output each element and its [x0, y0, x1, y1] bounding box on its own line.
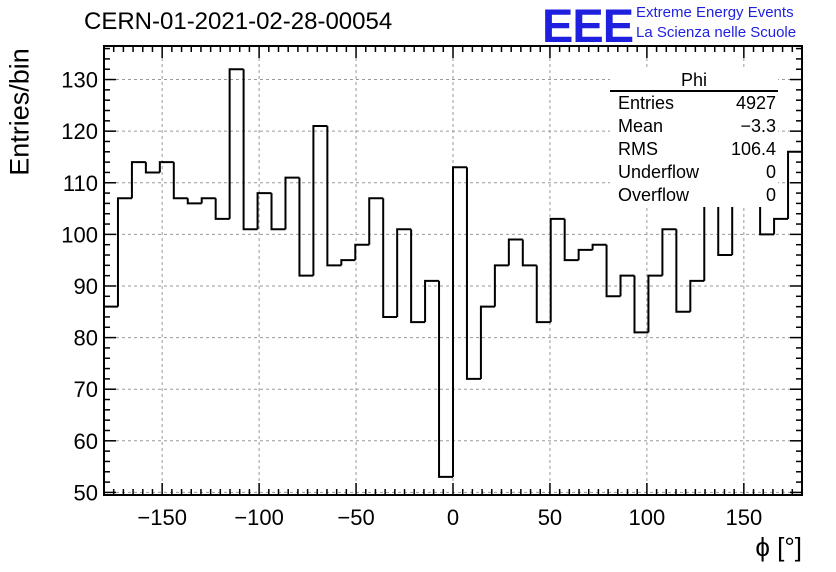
run-title: CERN-01-2021-02-28-00054 [84, 8, 393, 35]
histogram-bin [591, 243, 607, 250]
tick-labels: −150 −100 −50 0 50 100 150 50 60 70 80 90 100 110 120 1… [61, 68, 762, 530]
histogram-bin [675, 229, 691, 313]
histogram-bin [242, 69, 258, 231]
histogram-bin [759, 198, 775, 236]
x-tick-label: −100 [234, 505, 284, 530]
histogram-bin [200, 197, 216, 204]
histogram-bin [479, 305, 495, 379]
histogram-bin [256, 192, 272, 230]
histogram-bin [186, 198, 202, 205]
histogram-bin [312, 124, 328, 276]
histogram-bin [717, 203, 733, 257]
stats-row-mean: Mean −3.3 [610, 115, 778, 138]
histogram-bin [368, 197, 384, 245]
y-tick-label: 80 [74, 326, 98, 351]
histogram-bin [410, 229, 426, 324]
histogram-bin [577, 248, 593, 261]
stats-label: Entries [618, 93, 675, 113]
histogram-bin [773, 217, 789, 235]
x-axis-label: ϕ [°] [755, 532, 802, 562]
x-tick-label: 0 [447, 505, 459, 530]
x-tick-label: −150 [137, 505, 187, 530]
stats-value: −3.3 [740, 116, 776, 136]
histogram-bin [619, 274, 635, 297]
stats-label: RMS [618, 139, 658, 159]
histogram-bin [507, 238, 523, 266]
histogram-bin [535, 265, 551, 324]
eee-logo: EEE [542, 0, 634, 52]
histogram-bin [340, 259, 356, 266]
histogram-bin [144, 162, 160, 174]
y-axis-label: Entries/bin [4, 48, 35, 176]
x-tick-label: −50 [337, 505, 374, 530]
stats-box: Phi Entries 4927 Mean −3.3 RMS 106.4 Und… [610, 70, 778, 207]
stats-row-overflow: Overflow 0 [610, 184, 778, 207]
histogram-bin [298, 177, 314, 277]
histogram-bin [214, 198, 230, 220]
stats-value: 106.4 [730, 139, 776, 159]
stats-label: Mean [618, 116, 664, 136]
histogram-bin [326, 125, 342, 267]
stats-value: 0 [765, 185, 776, 205]
histogram-bin [452, 166, 467, 477]
histogram-bin [130, 161, 146, 199]
histogram-bin [605, 244, 621, 298]
histogram-bin [158, 161, 174, 173]
logo-line-2: La Scienza nelle Scuole [636, 24, 797, 41]
histogram-bin [228, 68, 244, 219]
stats-value: 0 [765, 162, 776, 182]
stats-row-underflow: Underflow 0 [610, 161, 778, 184]
histogram-bin [703, 202, 719, 281]
histogram-bin [633, 275, 649, 334]
histogram-bin [661, 228, 677, 276]
histogram-bin [493, 264, 509, 307]
axis-ticks [104, 46, 802, 495]
histogram-bin [354, 243, 370, 261]
histogram-bin [465, 167, 481, 380]
y-tick-label: 120 [61, 119, 98, 144]
y-tick-label: 110 [63, 171, 98, 196]
histogram-bin [103, 305, 118, 495]
x-tick-label: 100 [629, 505, 666, 530]
histogram-bin [270, 193, 286, 231]
x-tick-label: 150 [725, 505, 762, 530]
histogram-bin [116, 197, 132, 307]
histogram-bin [647, 274, 663, 333]
y-tick-label: 60 [74, 429, 98, 454]
logo-line-1: Extreme Energy Events [636, 4, 794, 21]
histogram-bin [424, 279, 440, 323]
stats-label: Overflow [618, 185, 690, 205]
y-tick-label: 130 [61, 68, 98, 93]
y-tick-label: 70 [74, 377, 98, 402]
stats-title: Phi [610, 70, 778, 92]
stats-row-entries: Entries 4927 [610, 92, 778, 115]
histogram-bin [689, 279, 705, 312]
histogram-bin [521, 239, 537, 267]
histogram-bin [563, 218, 579, 262]
histogram-bin [172, 162, 188, 200]
y-tick-label: 90 [74, 274, 98, 299]
stats-value: 4927 [735, 93, 776, 113]
y-tick-label: 100 [61, 222, 98, 247]
histogram-bin [438, 280, 453, 478]
histogram-bin [382, 198, 398, 318]
stats-label: Underflow [618, 162, 700, 182]
x-tick-label: 50 [538, 505, 562, 530]
histogram-bin [284, 176, 300, 230]
y-tick-label: 50 [74, 480, 98, 505]
histogram-bin [549, 217, 565, 323]
stats-row-rms: RMS 106.4 [610, 138, 778, 161]
histogram-bin [396, 228, 412, 317]
